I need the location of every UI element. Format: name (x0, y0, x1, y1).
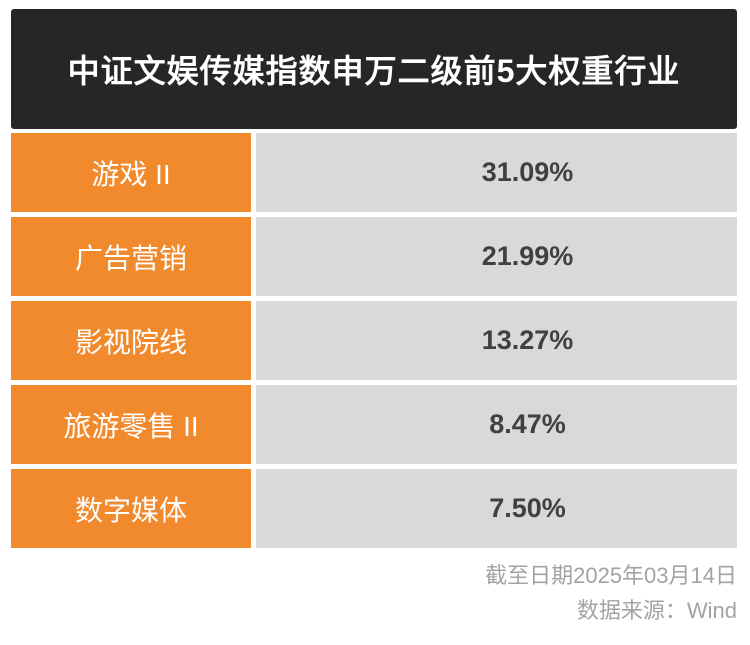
table-title: 中证文娱传媒指数申万二级前5大权重行业 (67, 53, 681, 89)
table-row: 旅游零售 II 8.47% (11, 385, 737, 464)
table-title-bar: 中证文娱传媒指数申万二级前5大权重行业 (11, 9, 737, 129)
table-row: 游戏 II 31.09% (11, 133, 737, 212)
industry-cell: 游戏 II (11, 133, 251, 212)
weight-cell: 8.47% (256, 385, 737, 464)
table-row: 数字媒体 7.50% (11, 469, 737, 548)
weight-table: 游戏 II 31.09% 广告营销 21.99% 影视院线 13.27% 旅游零… (11, 133, 737, 548)
industry-cell: 旅游零售 II (11, 385, 251, 464)
weight-cell: 7.50% (256, 469, 737, 548)
table-row: 广告营销 21.99% (11, 217, 737, 296)
data-source: 数据来源：Wind (576, 598, 737, 623)
footer-notes: 截至日期2025年03月14日 数据来源：Wind (485, 558, 737, 628)
industry-cell: 数字媒体 (11, 469, 251, 548)
table-row: 影视院线 13.27% (11, 301, 737, 380)
weight-cell: 21.99% (256, 217, 737, 296)
industry-cell: 影视院线 (11, 301, 251, 380)
as-of-date: 截至日期2025年03月14日 (485, 563, 737, 588)
industry-cell: 广告营销 (11, 217, 251, 296)
weight-cell: 31.09% (256, 133, 737, 212)
weight-cell: 13.27% (256, 301, 737, 380)
